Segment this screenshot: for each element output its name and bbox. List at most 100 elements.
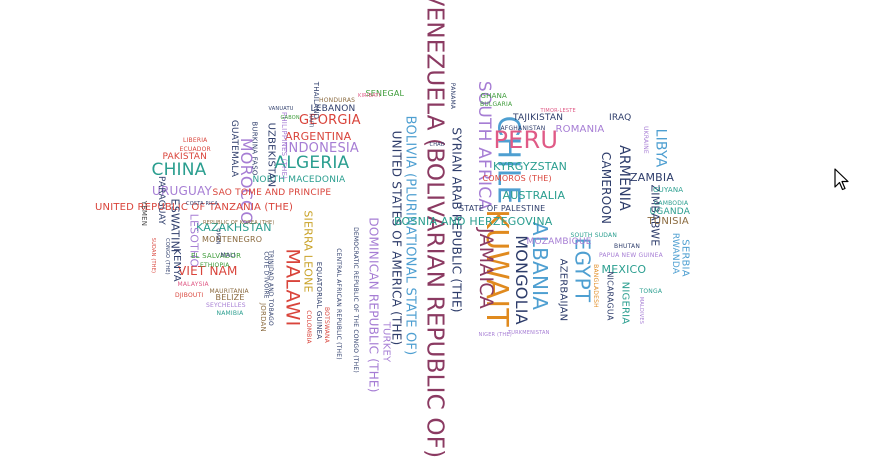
word-costa-rica[interactable]: COSTA RICA: [186, 200, 219, 207]
word-afghanistan[interactable]: AFGHANISTAN: [500, 125, 546, 132]
word-central-african-republic[interactable]: CENTRAL AFRICAN REPUBLIC (THE): [334, 248, 342, 360]
word-georgia[interactable]: GEORGIA: [299, 112, 361, 128]
word-venezuela[interactable]: VENEZUELA (BOLIVARIAN REPUBLIC OF): [421, 0, 448, 458]
word-bolivia[interactable]: BOLIVIA (PLURINATIONAL STATE OF): [402, 115, 418, 355]
word-seychelles[interactable]: SEYCHELLES: [206, 302, 246, 309]
word-tanzania[interactable]: UNITED REPUBLIC OF TANZANIA (THE): [95, 202, 294, 213]
word-yemen[interactable]: YEMEN: [139, 200, 148, 226]
word-oman[interactable]: OMAN: [214, 227, 221, 245]
word-tunisia[interactable]: TUNISIA: [647, 216, 689, 227]
word-papua-new-guinea[interactable]: PAPUA NEW GUINEA: [599, 252, 663, 259]
word-kyrgyzstan[interactable]: KYRGYZSTAN: [493, 159, 568, 173]
word-china[interactable]: CHINA: [151, 159, 207, 180]
word-argentina[interactable]: ARGENTINA: [285, 129, 352, 143]
word-zambia[interactable]: ZAMBIA: [630, 170, 675, 184]
word-jamaica[interactable]: JAMAICA: [474, 227, 497, 309]
word-gabon[interactable]: GABON: [280, 114, 300, 121]
word-pakistan[interactable]: PAKISTAN: [162, 151, 208, 162]
word-bhutan[interactable]: BHUTAN: [614, 243, 641, 250]
word-romania[interactable]: ROMANIA: [555, 124, 605, 135]
word-kenya[interactable]: KENYA: [170, 248, 182, 282]
word-rwanda[interactable]: RWANDA: [669, 232, 680, 274]
word-uganda[interactable]: UGANDA: [649, 206, 691, 217]
word-uzbekistan[interactable]: UZBEKISTAN: [264, 122, 276, 188]
word-algeria[interactable]: ALGERIA: [274, 152, 350, 173]
word-lebanon[interactable]: LEBANON: [310, 103, 356, 114]
word-egypt[interactable]: EGYPT: [569, 237, 594, 303]
word-guatemala[interactable]: GUATEMALA: [228, 119, 239, 177]
word-trinidad-tobago[interactable]: TRINIDAD AND TOBAGO: [266, 250, 274, 326]
word-albania[interactable]: ALBANIA: [528, 221, 553, 311]
word-burkina-faso[interactable]: BURKINA FASO: [250, 120, 259, 176]
word-namibia[interactable]: NAMIBIA: [216, 310, 244, 317]
word-turkey[interactable]: TURKEY: [379, 321, 391, 363]
word-cameroon[interactable]: CAMEROON: [599, 151, 614, 225]
word-iraq[interactable]: IRAQ: [609, 112, 632, 123]
word-mauritania[interactable]: MAURITANIA: [209, 288, 249, 295]
word-senegal[interactable]: SENEGAL: [365, 89, 405, 98]
word-mozambique[interactable]: MOZAMBIQUE: [526, 236, 592, 247]
word-philippines[interactable]: PHILIPPINES (THE): [279, 111, 288, 179]
word-indonesia[interactable]: INDONESIA: [284, 140, 360, 156]
word-panama[interactable]: PANAMA: [449, 82, 457, 110]
word-peru[interactable]: PERU: [493, 126, 559, 154]
word-belize[interactable]: BELIZE: [215, 293, 245, 302]
word-palestine[interactable]: STATE OF PALESTINE: [459, 204, 546, 213]
word-cambodia[interactable]: CAMBODIA: [654, 200, 689, 207]
word-niger[interactable]: NIGER (THE): [478, 331, 512, 338]
word-mongolia[interactable]: MONGOLIA: [511, 235, 531, 325]
word-botswana[interactable]: BOTSWANA: [323, 306, 331, 344]
word-dominican-republic[interactable]: DOMINICAN REPUBLIC (THE): [366, 217, 381, 393]
word-paraguay[interactable]: PARAGUAY: [155, 175, 166, 225]
word-liberia[interactable]: LIBERIA: [183, 137, 208, 144]
word-colombia[interactable]: COLOMBIA: [304, 310, 312, 344]
word-jordan[interactable]: JORDAN: [258, 302, 267, 332]
word-sudan[interactable]: SUDAN (THE): [149, 237, 156, 273]
word-djibouti[interactable]: DJIBOUTI: [175, 292, 204, 299]
word-serbia[interactable]: SERBIA: [679, 239, 691, 277]
word-kazakhstan[interactable]: KAZAKHSTAN: [196, 220, 272, 234]
word-tajikistan[interactable]: TAJIKISTAN: [513, 112, 564, 123]
word-viet-nam[interactable]: VIET NAM: [178, 264, 238, 278]
word-north-macedonia[interactable]: NORTH MACEDONIA: [252, 174, 346, 185]
word-bangladesh[interactable]: BANGLADESH: [591, 264, 599, 308]
word-sao-tome[interactable]: SAO TOME AND PRINCIPE: [212, 187, 332, 198]
word-ukraine[interactable]: UKRAINE: [641, 126, 649, 154]
word-turkmenistan[interactable]: TURKMENISTAN: [508, 329, 550, 336]
word-azerbaijan[interactable]: AZERBAIJAN: [556, 258, 568, 322]
word-south-sudan[interactable]: SOUTH SUDAN: [570, 232, 618, 239]
word-mexico[interactable]: MEXICO: [601, 262, 647, 276]
word-equatorial-guinea[interactable]: EQUATORIAL GUINEA: [314, 261, 323, 339]
word-comoros[interactable]: COMOROS (THE): [482, 174, 552, 183]
word-australia[interactable]: AUSTRALIA: [502, 188, 566, 202]
word-vanuatu[interactable]: VANUATU: [268, 105, 294, 112]
word-uruguay[interactable]: URUGUAY: [152, 184, 212, 198]
word-armenia[interactable]: ARMENIA: [615, 145, 632, 211]
word-malawi[interactable]: MALAWI: [281, 248, 304, 326]
word-el-salvador[interactable]: EL SALVADOR: [191, 251, 242, 260]
word-nigeria[interactable]: NIGERIA: [618, 281, 630, 325]
word-timor-leste[interactable]: TIMOR-LESTE: [540, 107, 576, 114]
word-dr-congo[interactable]: DEMOCRATIC REPUBLIC OF THE CONGO (THE): [351, 227, 359, 373]
word-maldives[interactable]: MALDIVES: [637, 296, 644, 324]
word-south-africa[interactable]: SOUTH AFRICA: [473, 80, 494, 210]
word-republic-of-korea[interactable]: REPUBLIC OF KOREA (THE): [203, 219, 275, 226]
word-kiribati[interactable]: KIRIBATI: [358, 92, 381, 99]
word-haiti[interactable]: HAITI: [307, 112, 314, 128]
word-montenegro[interactable]: MONTENEGRO: [202, 235, 263, 244]
word-nicaragua[interactable]: NICARAGUA: [605, 271, 615, 321]
word-eswatini[interactable]: ESWATINI: [168, 198, 182, 252]
word-guyana[interactable]: GUYANA: [653, 185, 684, 194]
word-libya[interactable]: LIBYA: [651, 128, 668, 168]
word-united-states[interactable]: UNITED STATES OF AMERICA (THE): [388, 130, 403, 346]
word-honduras[interactable]: HONDURAS: [319, 97, 356, 104]
word-bulgaria[interactable]: BULGARIA: [480, 101, 513, 108]
word-malaysia[interactable]: MALAYSIA: [177, 281, 209, 288]
word-mali[interactable]: MALI: [220, 252, 236, 259]
word-chad[interactable]: CHAD: [429, 141, 445, 148]
word-ecuador[interactable]: ECUADOR: [179, 146, 211, 153]
word-congo[interactable]: CONGO (THE): [163, 237, 170, 275]
word-bosnia[interactable]: BOSNIA AND HERZEGOVINA: [394, 214, 553, 228]
word-tonga[interactable]: TONGA: [639, 288, 663, 295]
word-sierra-leone[interactable]: SIERRA LEONE: [301, 209, 315, 293]
